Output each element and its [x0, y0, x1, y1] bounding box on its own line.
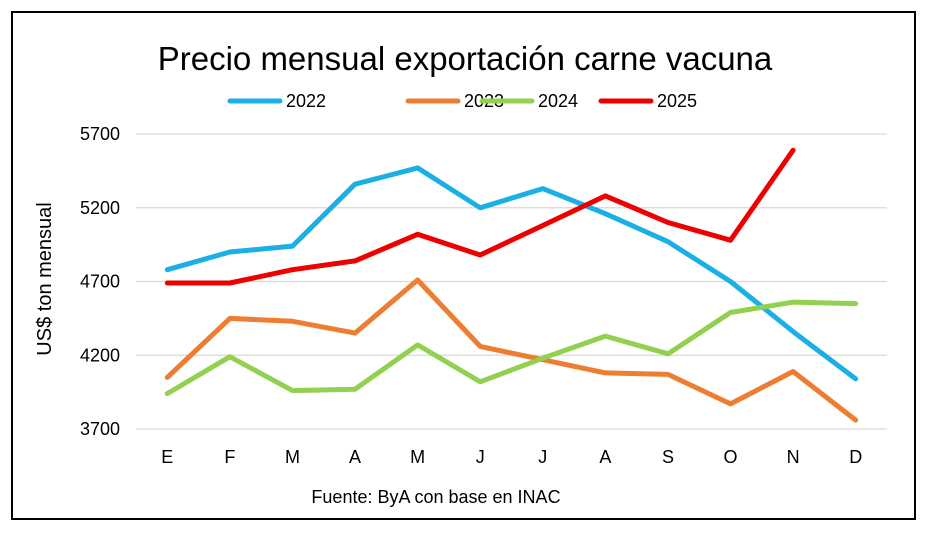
line-chart: Precio mensual exportación carne vacuna … — [34, 40, 887, 507]
y-tick-label: 5700 — [80, 124, 120, 144]
series-2022-line — [164, 165, 859, 382]
legend: 2022202320242025 — [227, 91, 697, 111]
x-tick-label: S — [662, 447, 674, 467]
series-2023-line — [164, 277, 859, 423]
y-tick-label: 4700 — [80, 272, 120, 292]
gridlines — [136, 133, 887, 430]
series-2025-line — [164, 147, 796, 286]
x-tick-label: J — [538, 447, 547, 467]
y-tick-label: 5200 — [80, 198, 120, 218]
x-tick-label: M — [410, 447, 425, 467]
chart-title: Precio mensual exportación carne vacuna — [158, 40, 773, 77]
x-tick-label: J — [476, 447, 485, 467]
x-tick-label: E — [161, 447, 173, 467]
x-tick-label: A — [599, 447, 611, 467]
x-tick-label: A — [349, 447, 361, 467]
y-tick-label: 3700 — [80, 419, 120, 439]
x-tick-label: M — [285, 447, 300, 467]
y-axis-label: US$ ton mensual — [34, 202, 56, 355]
legend-label-2022: 2022 — [286, 91, 326, 111]
x-tick-label: N — [787, 447, 800, 467]
source-note: Fuente: ByA con base en INAC — [311, 487, 560, 507]
legend-label-2025: 2025 — [657, 91, 697, 111]
x-tick-label: D — [849, 447, 862, 467]
y-axis-ticks: 3700 4200 4700 5200 5700 — [80, 124, 120, 439]
series-2024-line — [164, 299, 859, 397]
chart-frame: Precio mensual exportación carne vacuna … — [11, 11, 916, 520]
x-tick-label: F — [224, 447, 235, 467]
x-tick-label: O — [724, 447, 738, 467]
y-tick-label: 4200 — [80, 345, 120, 365]
legend-label-2024: 2024 — [538, 91, 578, 111]
series-lines — [164, 147, 859, 423]
